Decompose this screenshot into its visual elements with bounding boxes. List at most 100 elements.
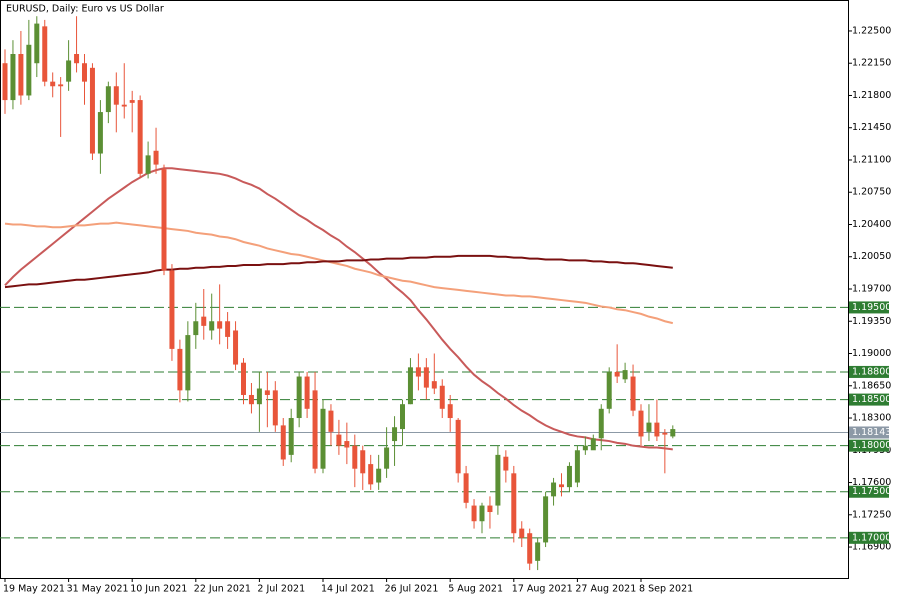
x-tick-label: 17 Aug 2021	[512, 584, 573, 595]
candle-body	[153, 150, 159, 165]
level-label: 1.18500	[852, 394, 891, 405]
candle-body	[511, 473, 517, 534]
level-label-box	[849, 365, 889, 378]
candle-body	[256, 388, 262, 405]
candle-body	[129, 100, 135, 103]
y-tick-label: 1.16900	[852, 542, 891, 553]
candle-body	[34, 23, 40, 64]
y-tick-label: 1.22150	[852, 58, 891, 69]
y-tick-label: 1.21800	[852, 90, 891, 101]
y-tick-label: 1.19700	[852, 284, 891, 295]
level-label: 1.17000	[852, 532, 891, 543]
candle-body	[431, 381, 437, 389]
candle-body	[646, 422, 652, 432]
candle-body	[614, 371, 620, 377]
y-tick-label: 1.20400	[852, 219, 891, 230]
x-tick-label: 2 Jul 2021	[257, 584, 305, 595]
x-tick-label: 8 Sep 2021	[639, 584, 693, 595]
candle-body	[487, 505, 493, 513]
candle-body	[376, 468, 382, 483]
candle-body	[415, 367, 421, 377]
candle-body	[233, 330, 239, 365]
moving-average	[4, 221, 674, 325]
level-label-box	[849, 531, 889, 544]
candle-body	[566, 465, 572, 488]
level-label-box	[849, 393, 889, 406]
candle-body	[559, 484, 564, 488]
candle-body	[630, 376, 636, 411]
candle-body	[392, 427, 398, 442]
candle-body	[423, 367, 429, 388]
candle-body	[455, 419, 461, 474]
candle-body	[272, 390, 278, 426]
candle-body	[18, 54, 24, 96]
x-tick-label: 5 Aug 2021	[448, 584, 503, 595]
candle-body	[654, 422, 660, 437]
candle-body	[384, 447, 390, 469]
candle-body	[105, 86, 111, 113]
y-tick-label: 1.20050	[852, 251, 891, 262]
candle-body	[439, 385, 445, 409]
candle-body	[177, 348, 183, 391]
candle-body	[193, 321, 199, 336]
candle-body	[503, 456, 509, 471]
candle-body	[662, 432, 668, 435]
candle-body	[344, 441, 350, 448]
y-tick-label: 1.18650	[852, 380, 891, 391]
x-tick-label: 14 Jul 2021	[321, 584, 375, 595]
candle-body	[328, 410, 334, 432]
x-tick-label: 26 Jul 2021	[385, 584, 439, 595]
candle-body	[145, 155, 151, 174]
candle-body	[590, 438, 596, 451]
candle-body	[185, 335, 191, 391]
candle-body	[551, 482, 557, 497]
candle-body	[622, 370, 628, 380]
candle-body	[368, 464, 374, 485]
level-label: 1.17500	[852, 486, 891, 497]
candle-body	[463, 473, 469, 503]
candle-body	[360, 450, 366, 474]
candle-body	[217, 321, 223, 329]
y-tick-label: 1.19000	[852, 348, 891, 359]
candle-body	[2, 63, 8, 101]
chart-title: EURUSD, Daily: Euro vs US Dollar	[6, 4, 164, 15]
candle-body	[82, 63, 87, 82]
candle-body	[288, 418, 294, 455]
candle-body	[161, 169, 167, 271]
y-tick-label: 1.20750	[852, 187, 891, 198]
candle-body	[26, 44, 32, 96]
candle-body	[543, 496, 549, 543]
x-tick-label: 19 May 2021	[3, 584, 65, 595]
x-tick-label: 22 Jun 2021	[194, 584, 251, 595]
candle-body	[209, 321, 215, 331]
candle-body	[447, 404, 453, 419]
candle-body	[320, 408, 326, 469]
candle-body	[598, 408, 604, 439]
candle-body	[582, 445, 588, 451]
candle-body	[241, 362, 246, 395]
candle-body	[42, 26, 48, 82]
candle-body	[527, 533, 533, 564]
candle-body	[74, 54, 80, 64]
candle-body	[519, 528, 525, 538]
candle-body	[50, 81, 56, 87]
candle-body	[248, 394, 254, 405]
level-label: 1.18000	[852, 440, 891, 451]
x-tick-label: 10 Jun 2021	[130, 584, 187, 595]
moving-average	[4, 167, 673, 451]
candle-body	[304, 376, 310, 409]
candle-body	[121, 104, 127, 107]
level-label: 1.18800	[852, 366, 891, 377]
candle-body	[400, 404, 405, 430]
candle-body	[638, 410, 644, 437]
candle-body	[169, 270, 175, 349]
candle-body	[495, 454, 501, 506]
candle-body	[312, 390, 318, 469]
candle-body	[574, 450, 580, 483]
y-tick-label: 1.21450	[852, 122, 891, 133]
candle-body	[479, 505, 485, 522]
y-tick-label: 1.17600	[852, 477, 891, 488]
candle-body	[296, 376, 302, 419]
candle-body	[113, 86, 119, 105]
candle-body	[352, 445, 358, 469]
